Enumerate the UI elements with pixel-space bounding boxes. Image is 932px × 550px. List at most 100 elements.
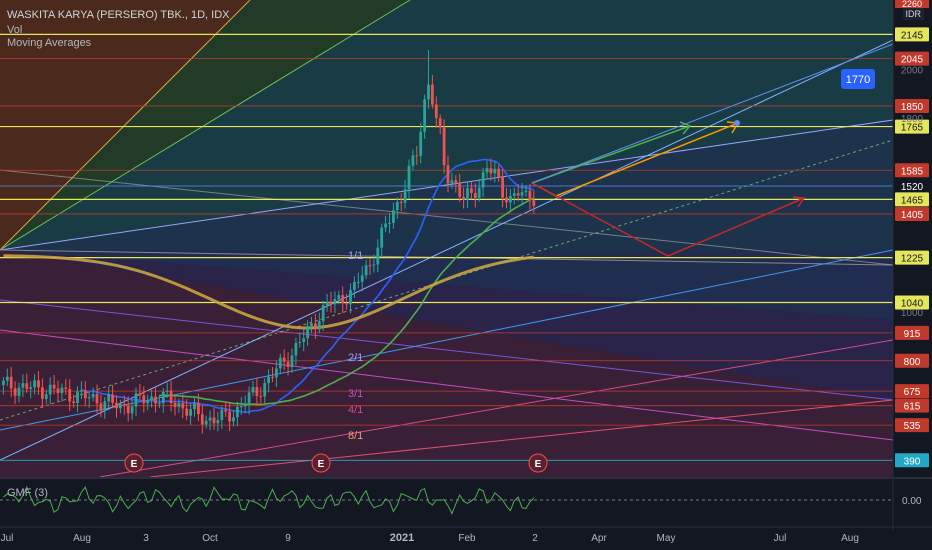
price-axis-top-cut-label: 2260 [895,0,929,9]
candle [434,96,438,128]
earnings-marker: E [124,453,144,473]
candle [314,313,317,339]
candle [189,402,192,425]
green-projection-arrow [531,125,691,184]
candle [485,160,489,180]
price-axis-level-label: 800 [895,353,929,368]
svg-text:1465: 1465 [901,195,924,206]
time-axis-tick: 2 [532,533,538,544]
price-axis[interactable]: 2145 2045 1850 1765 1585 1520 1465 1405 1225 1040… [895,0,929,468]
candle [87,391,91,408]
candle [411,149,415,171]
gann-labels: 1/1 2/1 3/1 4/1 8/1 [348,250,363,442]
gmf-axis-value: 0.00 [902,496,922,507]
candle [306,320,309,346]
candle [516,184,520,202]
candle [341,286,345,314]
candle [399,193,403,212]
gmf-line [3,485,535,515]
moving-averages-legend[interactable]: Moving Averages [7,37,92,49]
gann-label-1-1: 1/1 [348,250,363,262]
svg-text:E: E [535,459,542,470]
symbol-title[interactable]: WASKITA KARYA (PERSERO) TBK., 1D, IDX [7,9,230,21]
candle [251,380,255,397]
candle [150,389,153,408]
candle [415,146,419,165]
candle [52,374,56,395]
candle [321,300,325,331]
svg-text:E: E [131,459,138,470]
svg-text:615: 615 [904,402,921,413]
price-axis-level-label: 1225 [895,250,929,265]
candle [267,369,270,393]
candle [83,381,87,406]
svg-text:800: 800 [904,357,921,368]
candle [2,377,5,395]
svg-text:1585: 1585 [901,166,924,177]
candle [282,349,286,371]
candle [169,380,173,412]
time-axis-tick: Aug [73,533,91,544]
time-axis-tick: Feb [458,533,476,544]
candle [126,396,130,422]
candle [462,187,465,209]
time-axis[interactable]: Jul Aug 3 Oct 9 2021 Feb 2 Apr May Jul Aug [1,532,859,544]
candle [403,179,407,209]
candle [368,258,372,275]
price-axis-tick: 2000 [901,66,924,77]
candle [481,167,485,197]
candle [388,213,391,234]
candle [278,353,282,375]
candle [95,384,99,413]
candle [349,283,352,314]
candle [458,173,462,203]
gmf-legend[interactable]: GMF (3) [7,487,48,499]
gann-label-4-1: 4/1 [348,404,363,416]
candle [239,397,243,415]
candle [107,386,111,411]
svg-text:1405: 1405 [901,210,924,221]
earnings-markers[interactable]: E E E [124,453,548,473]
volume-legend[interactable]: Vol [7,24,23,36]
candle [236,401,239,427]
candle [509,189,512,211]
candle [13,381,17,404]
candle [438,114,442,135]
candle [524,185,528,197]
candle [407,159,411,199]
candle [103,397,107,419]
price-axis-level-label: 675 [895,384,929,399]
candle [44,389,48,404]
candle [329,291,333,313]
candle [68,379,72,412]
candle [392,202,395,229]
candle [512,187,516,205]
blue-projection-line [531,43,894,184]
candle [119,399,122,414]
candle [528,183,532,210]
candle [64,379,68,395]
candle [76,386,79,413]
candle [376,239,380,273]
gann-wedge-magenta [0,250,893,477]
candle [181,394,185,419]
price-axis-level-label: 1765 [895,119,929,134]
candle [91,387,95,402]
candle [419,122,423,164]
candle [173,395,177,416]
currency-label: IDR [902,8,924,20]
candle [271,367,274,383]
candle [138,384,142,400]
time-axis-tick: 9 [285,533,291,544]
candle [294,337,298,366]
candle [193,397,196,417]
sma-50-line [159,197,535,406]
price-axis-level-label: 535 [895,418,929,433]
time-axis-tick: 2021 [390,532,414,544]
svg-text:1040: 1040 [901,299,924,310]
candle [154,386,157,413]
candle [232,410,235,427]
svg-text:2045: 2045 [901,55,924,66]
candle [130,399,134,420]
